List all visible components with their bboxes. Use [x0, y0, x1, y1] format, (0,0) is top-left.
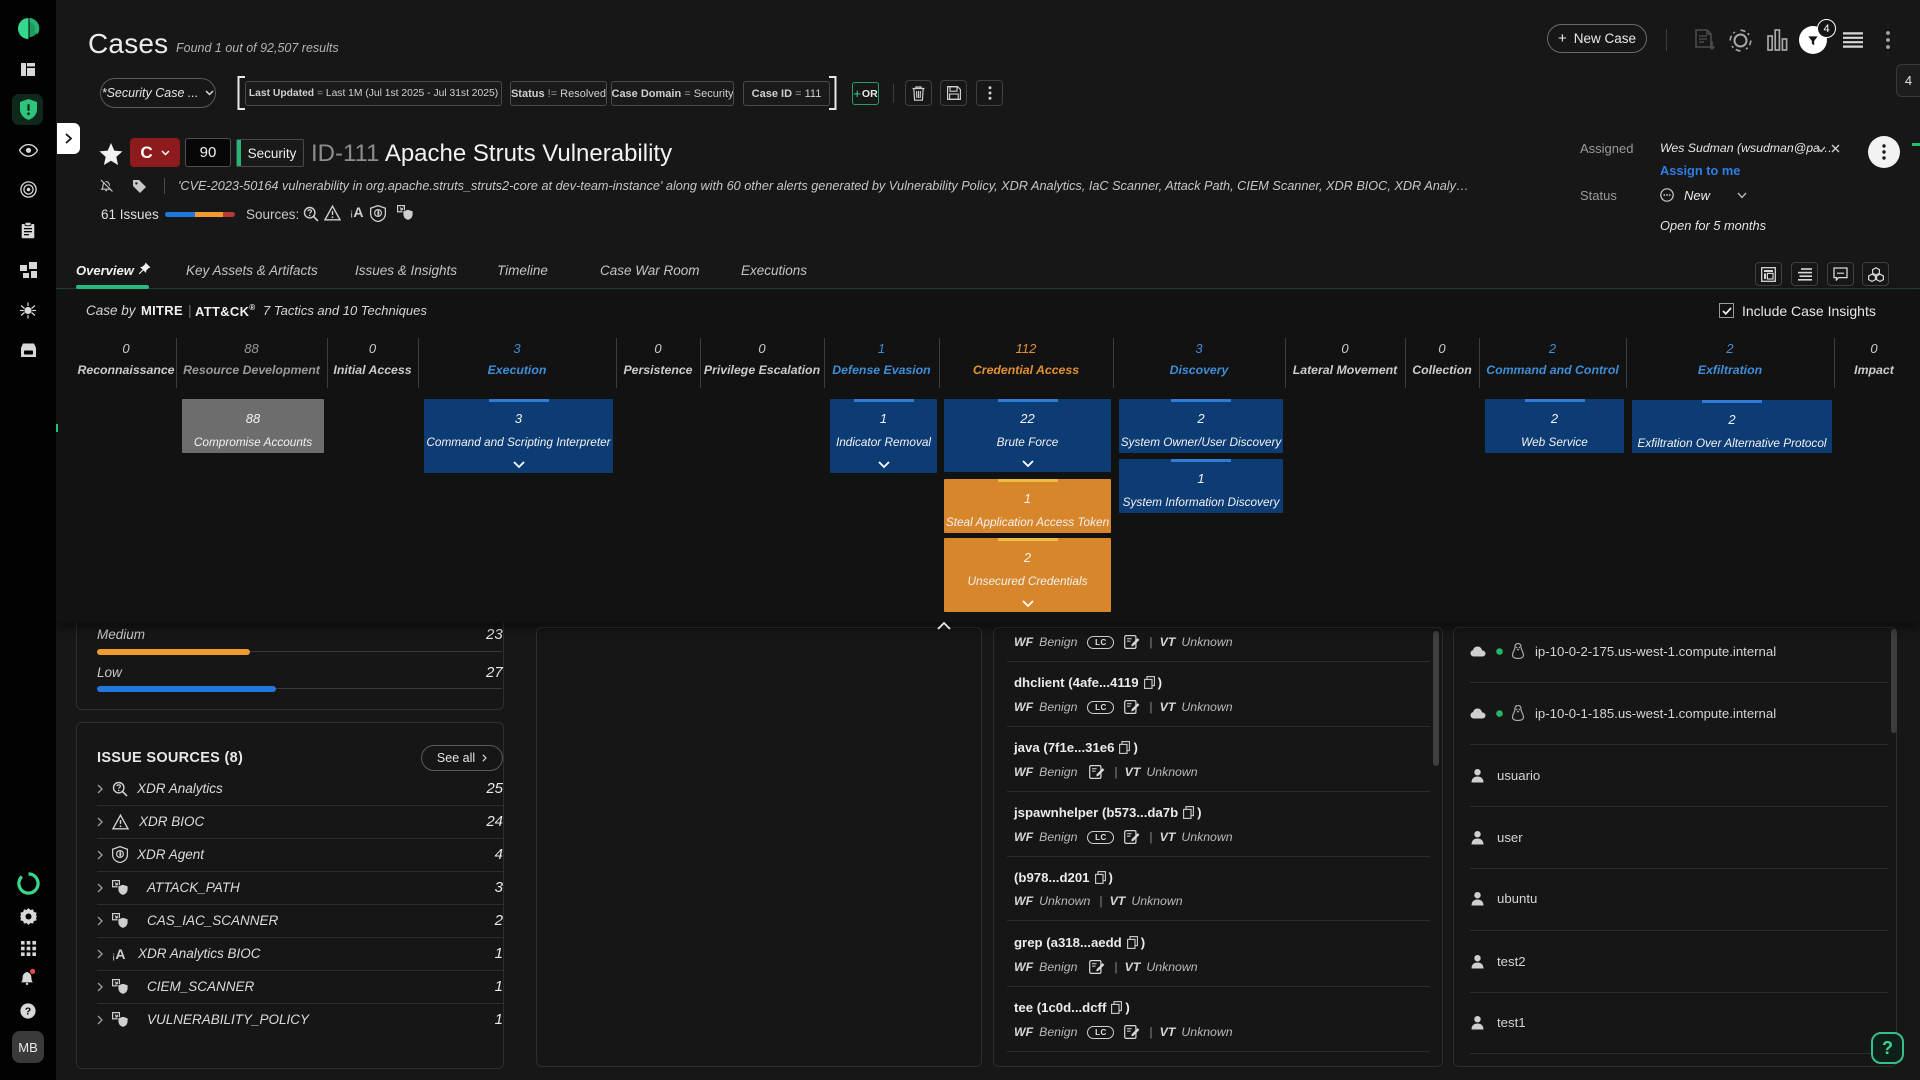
- svg-text:?: ?: [25, 1006, 31, 1018]
